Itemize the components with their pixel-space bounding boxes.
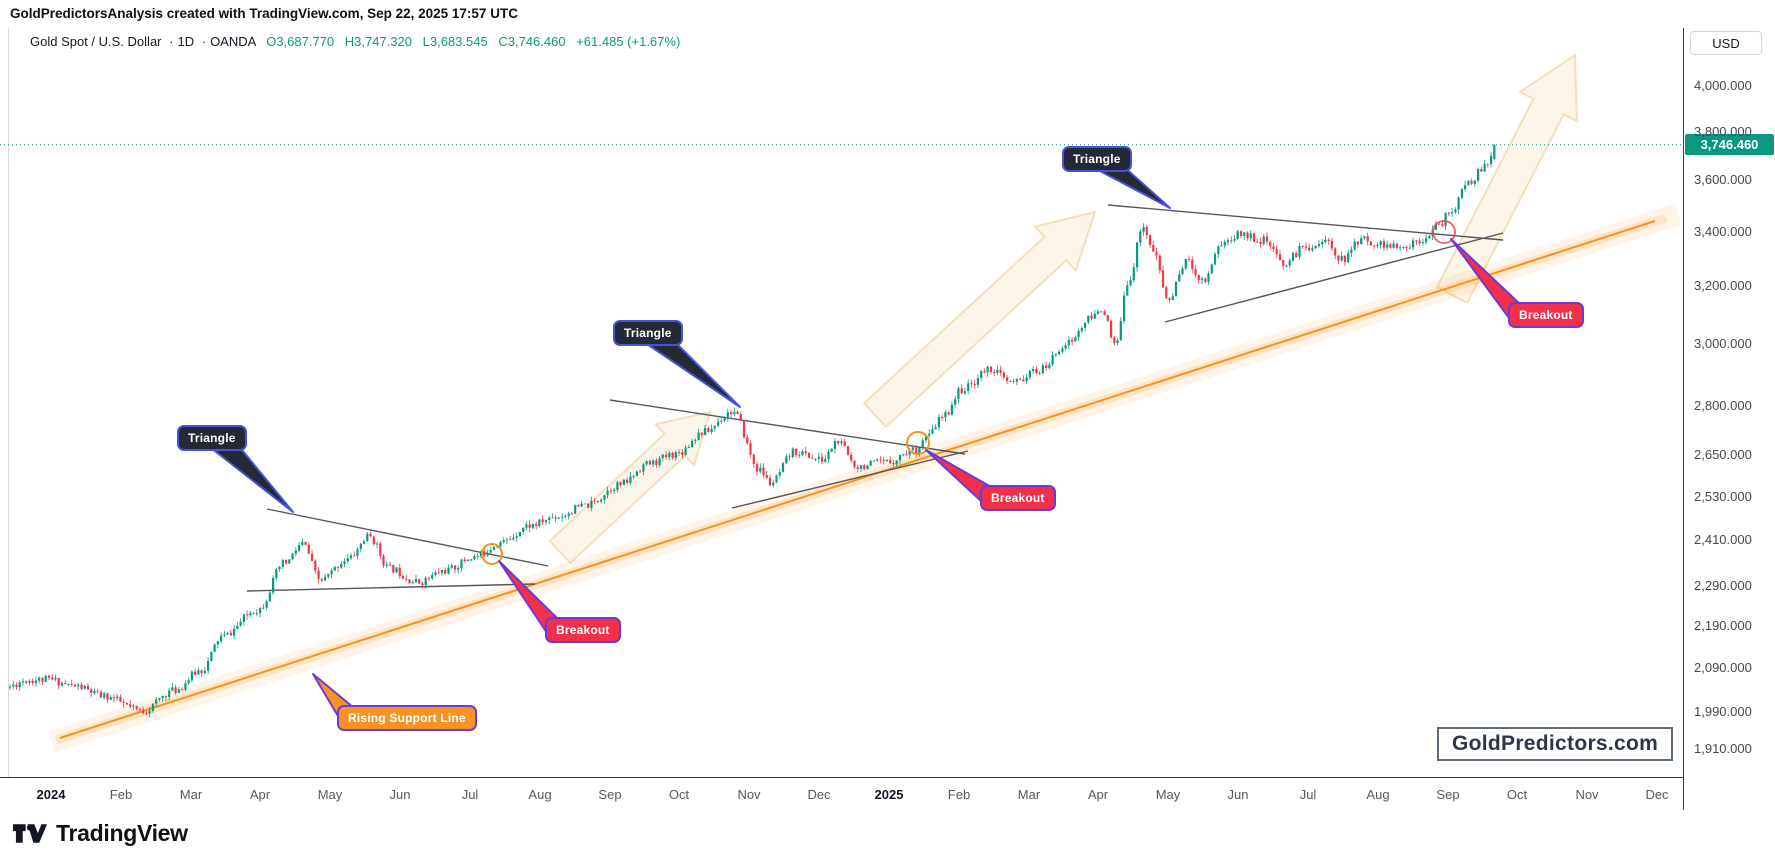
time-axis-year-label: 2024: [36, 787, 66, 802]
timeframe: 1D: [177, 34, 195, 49]
breakout-callout-1[interactable]: Breakout: [545, 617, 621, 643]
price-tick-label: 4,000.000: [1694, 78, 1752, 93]
price-tick-label: 3,400.000: [1694, 224, 1752, 239]
symbol-name: Gold Spot / U.S. Dollar: [30, 34, 162, 49]
time-axis-month-label: Feb: [109, 787, 133, 802]
time-axis-month-label: Sep: [1436, 787, 1460, 802]
time-axis-month-label: Sep: [598, 787, 622, 802]
price-tick-label: 2,290.000: [1694, 578, 1752, 593]
low-value: L3,683.545: [422, 34, 488, 49]
price-tick-label: 2,410.000: [1694, 532, 1752, 547]
price-tick-label: 3,800.000: [1694, 124, 1752, 139]
tradingview-icon: [13, 824, 47, 843]
last-price-badge: 3,746.460: [1685, 134, 1774, 155]
rising-support-line: [48, 203, 1682, 753]
price-tick-label: 3,600.000: [1694, 172, 1752, 187]
time-axis-month-label: May: [317, 787, 343, 802]
price-tick-label: 2,090.000: [1694, 660, 1752, 675]
chart-left-border: [8, 28, 9, 810]
page-title: GoldPredictorsAnalysis created with Trad…: [10, 6, 518, 21]
price-tick-label: 2,800.000: [1694, 398, 1752, 413]
time-axis-month-label: Feb: [947, 787, 971, 802]
symbol-legend: Gold Spot / U.S. Dollar · 1D · OANDA O3,68…: [30, 34, 681, 49]
time-axis-month-label: Oct: [1506, 787, 1528, 802]
tradingview-brand-text: TradingView: [56, 820, 188, 846]
time-axis-month-label: Apr: [1087, 787, 1109, 802]
momentum-arrows: [548, 54, 1578, 564]
currency-button[interactable]: USD: [1690, 31, 1762, 55]
callout-tails: [210, 164, 1522, 722]
time-axis-month-label: Apr: [249, 787, 271, 802]
time-axis-month-label: May: [1155, 787, 1181, 802]
price-tick-label: 1,990.000: [1694, 704, 1752, 719]
triangle-callout-2[interactable]: Triangle: [613, 320, 683, 346]
rising-support-callout[interactable]: Rising Support Line: [337, 705, 477, 731]
time-axis-month-label: Aug: [528, 787, 552, 802]
time-axis-month-label: Jul: [461, 787, 479, 802]
time-axis-month-label: Jun: [1227, 787, 1249, 802]
time-axis-month-label: Nov: [1575, 787, 1599, 802]
price-tick-label: 1,910.000: [1694, 741, 1752, 756]
chart-area: Gold Spot / U.S. Dollar · 1D · OANDA O3,68…: [0, 28, 1775, 811]
time-axis-month-label: Mar: [179, 787, 203, 802]
triangle-trendlines: [246, 204, 1504, 592]
time-axis-month-label: Oct: [668, 787, 690, 802]
triangle-callout-1[interactable]: Triangle: [177, 425, 247, 451]
change-value: +61.485 (+1.67%): [576, 34, 681, 49]
tradingview-logo[interactable]: TradingView: [13, 820, 188, 847]
time-axis-year-label: 2025: [874, 787, 904, 802]
price-tick-label: 2,190.000: [1694, 618, 1752, 633]
price-tick-label: 2,530.000: [1694, 489, 1752, 504]
time-axis-month-label: Jun: [389, 787, 411, 802]
price-tick-label: 3,200.000: [1694, 278, 1752, 293]
open-value: O3,687.770: [266, 34, 335, 49]
triangle-callout-3[interactable]: Triangle: [1062, 146, 1132, 172]
price-tick-label: 2,650.000: [1694, 447, 1752, 462]
time-axis[interactable]: 2024 Feb Mar Apr May Jun Jul Aug Sep Oct Nov Dec 202…: [0, 777, 1775, 811]
time-axis-month-label: Aug: [1366, 787, 1390, 802]
close-value: C3,746.460: [498, 34, 566, 49]
breakout-callout-3[interactable]: Breakout: [1508, 302, 1584, 328]
time-axis-month-label: Nov: [737, 787, 761, 802]
time-axis-month-label: Dec: [807, 787, 831, 802]
breakout-circles: [481, 220, 1456, 565]
time-axis-month-label: Dec: [1645, 787, 1669, 802]
price-tick-label: 3,000.000: [1694, 336, 1752, 351]
candlestick-pane[interactable]: [0, 28, 1683, 777]
price-axis[interactable]: USD 3,746.460 4,000.000 3,800.000 3,600.00…: [1683, 28, 1775, 810]
time-axis-month-label: Mar: [1017, 787, 1041, 802]
watermark-goldpredictors: GoldPredictors.com: [1437, 727, 1674, 761]
candles-layer: [8, 144, 1496, 718]
exchange: OANDA: [210, 34, 256, 49]
high-value: H3,747.320: [344, 34, 413, 49]
time-axis-month-label: Jul: [1299, 787, 1317, 802]
breakout-callout-2[interactable]: Breakout: [980, 485, 1056, 511]
